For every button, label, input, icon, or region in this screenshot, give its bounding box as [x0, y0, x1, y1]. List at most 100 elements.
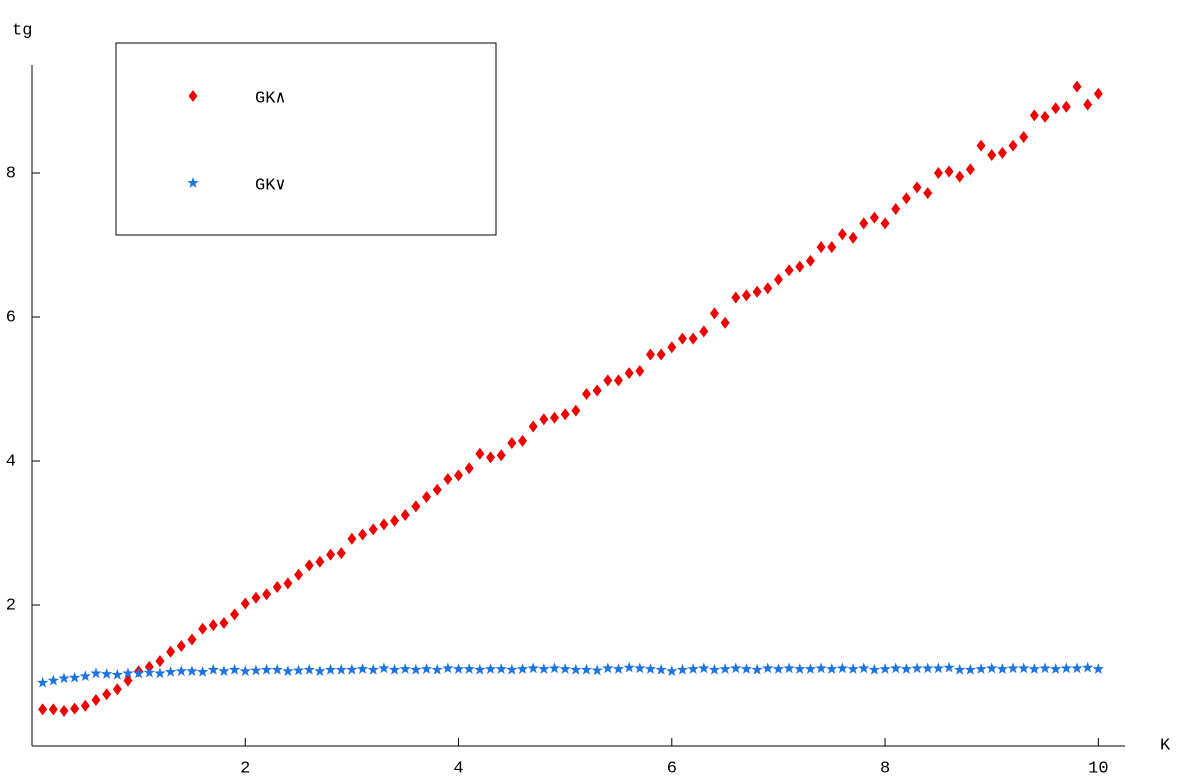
point: [175, 665, 187, 677]
point: [388, 663, 401, 675]
point: [260, 663, 273, 675]
point: [624, 367, 634, 380]
point: [166, 645, 176, 658]
point: [335, 663, 347, 675]
x-tick-label: 2: [240, 759, 250, 778]
point: [410, 663, 422, 675]
point: [815, 662, 827, 674]
point: [955, 170, 965, 183]
point: [559, 663, 571, 674]
point: [836, 662, 849, 674]
point: [900, 663, 913, 674]
point: [79, 670, 92, 682]
point: [187, 633, 197, 646]
point: [36, 676, 49, 688]
point: [186, 665, 198, 677]
point: [804, 663, 817, 674]
point: [218, 665, 230, 677]
point: [550, 411, 560, 424]
point: [858, 662, 870, 674]
point: [773, 273, 783, 286]
point: [868, 663, 881, 675]
point: [454, 469, 464, 482]
legend-label: GK∨: [255, 176, 286, 195]
point: [422, 491, 432, 503]
point: [506, 663, 518, 675]
point: [464, 462, 474, 475]
point: [709, 307, 719, 320]
point: [484, 663, 497, 674]
point: [420, 663, 433, 674]
point: [250, 664, 262, 676]
point: [240, 597, 250, 610]
point: [612, 663, 625, 674]
y-tick-label: 2: [6, 596, 16, 615]
point: [379, 518, 389, 531]
point: [1019, 131, 1029, 143]
x-tick-label: 8: [880, 759, 890, 778]
point: [635, 365, 645, 377]
point: [667, 341, 677, 354]
point: [570, 663, 582, 675]
point: [943, 661, 955, 673]
point: [1017, 662, 1030, 674]
point: [198, 622, 208, 635]
x-tick-label: 4: [453, 759, 463, 778]
point: [944, 165, 954, 178]
legend-label: GK∧: [255, 89, 286, 108]
point: [155, 655, 165, 668]
point: [346, 663, 358, 675]
point: [1039, 662, 1051, 674]
point: [1093, 87, 1103, 100]
point: [965, 163, 975, 176]
point: [911, 662, 923, 674]
point: [879, 663, 891, 674]
point: [251, 591, 261, 604]
point: [282, 665, 294, 677]
point: [324, 663, 337, 675]
point: [772, 663, 785, 674]
point: [891, 203, 901, 215]
point: [304, 559, 314, 572]
point: [699, 325, 709, 338]
point: [1083, 98, 1093, 111]
point: [880, 217, 890, 230]
point: [390, 514, 400, 527]
point: [1007, 662, 1019, 674]
point: [752, 285, 762, 298]
point: [1072, 80, 1082, 93]
point: [996, 663, 1009, 674]
point: [486, 451, 496, 464]
point: [432, 483, 442, 496]
point: [442, 662, 454, 674]
point: [592, 384, 602, 397]
point: [986, 662, 998, 674]
point: [367, 663, 379, 675]
y-tick-label: 4: [6, 452, 16, 471]
point: [292, 664, 305, 676]
point: [80, 699, 90, 712]
point: [997, 146, 1007, 159]
point: [859, 217, 869, 230]
point: [794, 663, 806, 674]
point: [336, 547, 346, 560]
point: [452, 663, 465, 674]
point: [463, 663, 475, 674]
point: [1028, 663, 1041, 674]
point: [294, 568, 304, 581]
point: [655, 663, 667, 675]
point: [548, 662, 561, 674]
point: [730, 662, 742, 674]
x-tick-label: 10: [1088, 759, 1108, 778]
point: [528, 420, 538, 433]
point: [112, 683, 122, 696]
point: [1029, 109, 1039, 122]
point: [283, 577, 293, 590]
point: [634, 662, 646, 674]
point: [70, 702, 80, 715]
point: [239, 665, 251, 677]
point: [58, 672, 70, 684]
point: [102, 688, 112, 701]
y-axis-label: tg: [12, 21, 32, 40]
point: [326, 548, 336, 561]
